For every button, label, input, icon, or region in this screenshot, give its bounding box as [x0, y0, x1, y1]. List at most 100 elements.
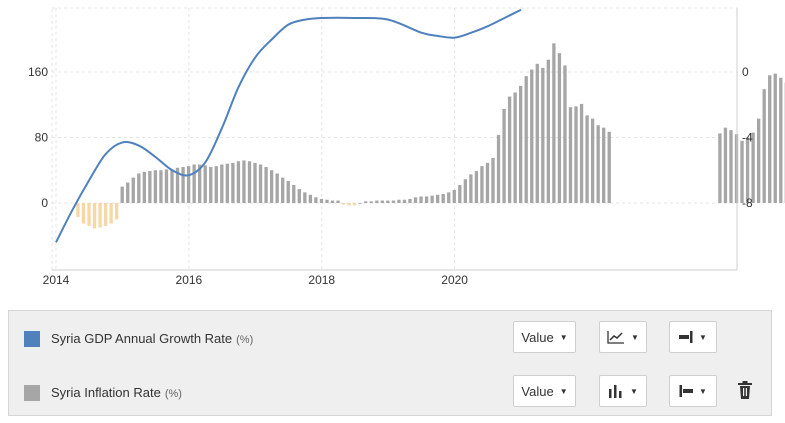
inflation-bar — [103, 203, 108, 226]
inflation-bar — [87, 203, 91, 226]
inflation-bar — [563, 65, 567, 203]
inflation-bar — [281, 177, 285, 203]
inflation-bar — [126, 182, 130, 203]
inflation-bar — [109, 203, 113, 224]
inflation-bar — [198, 164, 202, 203]
axis-dropdown[interactable]: ▼ — [669, 321, 717, 353]
inflation-bar — [358, 203, 362, 204]
inflation-bar — [419, 196, 423, 203]
inflation-bar — [519, 85, 523, 203]
inflation-bar — [153, 170, 158, 203]
delete-series-button[interactable] — [737, 381, 755, 401]
inflation-bar — [319, 198, 324, 203]
inflation-bar — [469, 174, 473, 203]
inflation-bar — [590, 118, 595, 203]
right-tick-label: -4 — [742, 131, 753, 145]
inflation-bar — [718, 133, 722, 203]
axis-dropdown[interactable]: ▼ — [669, 375, 717, 407]
value-dropdown[interactable]: Value ▼ — [513, 375, 576, 407]
chart-gridlines — [51, 7, 738, 271]
inflation-bar — [192, 164, 196, 203]
inflation-bar — [391, 200, 396, 203]
inflation-bar — [496, 135, 501, 203]
gdp-line — [55, 8, 522, 243]
inflation-bar — [408, 198, 412, 203]
inflation-bar — [115, 203, 119, 220]
left-tick-label: 80 — [35, 131, 49, 145]
inflation-bar — [435, 194, 440, 203]
series-color-swatch[interactable] — [24, 385, 40, 401]
inflation-bar — [364, 201, 368, 203]
inflation-bar — [253, 162, 257, 203]
inflation-bar — [513, 92, 517, 203]
series-label: Syria GDP Annual Growth Rate (%) — [51, 331, 253, 346]
inflation-bar — [76, 203, 80, 217]
inflation-bar — [131, 177, 135, 203]
x-tick-label: 2020 — [441, 273, 468, 287]
inflation-bar — [181, 166, 185, 203]
caret-down-icon: ▼ — [631, 332, 639, 342]
chart-type-dropdown[interactable]: ▼ — [599, 321, 647, 353]
inflation-bar — [463, 179, 467, 203]
caret-down-icon: ▼ — [559, 386, 568, 396]
chart-type-dropdown[interactable]: ▼ — [599, 375, 647, 407]
inflation-bar — [485, 162, 490, 203]
inflation-bar — [441, 193, 445, 203]
inflation-bar — [369, 201, 373, 203]
inflation-bar — [203, 165, 207, 203]
inflation-bar — [214, 166, 218, 203]
series-color-swatch[interactable] — [24, 331, 40, 347]
line-chart-icon — [607, 331, 625, 344]
inflation-bar — [120, 186, 124, 203]
inflation-bar — [148, 171, 152, 203]
x-tick-label: 2014 — [43, 273, 70, 287]
inflation-bar — [768, 75, 772, 203]
legend-panel: Syria GDP Annual Growth Rate (%) Value ▼ ▼… — [8, 310, 772, 416]
inflation-bar — [745, 137, 750, 203]
series-label: Syria Inflation Rate (%) — [51, 385, 182, 400]
series-name: Syria GDP Annual Growth Rate — [51, 331, 233, 346]
inflation-bar — [164, 169, 169, 203]
caret-down-icon: ▼ — [630, 386, 638, 396]
inflation-bar — [264, 166, 268, 203]
inflation-bar — [81, 203, 86, 224]
axis-right-icon — [679, 331, 693, 343]
inflation-bar — [458, 184, 462, 203]
caret-down-icon: ▼ — [699, 386, 707, 396]
inflation-bar — [209, 166, 213, 203]
inflation-bar — [352, 203, 357, 206]
inflation-bar — [751, 132, 755, 203]
inflation-bar — [402, 199, 407, 203]
inflation-bar — [535, 63, 539, 203]
inflation-bar — [303, 192, 307, 203]
inflation-bar — [341, 203, 346, 205]
inflation-bar — [546, 59, 551, 203]
inflation-bar — [524, 76, 528, 203]
inflation-bar — [286, 180, 290, 203]
inflation-bar — [773, 73, 777, 203]
inflation-bar — [596, 125, 600, 203]
axis-left-icon — [679, 385, 694, 397]
trash-icon — [738, 381, 752, 399]
series-unit: (%) — [236, 334, 254, 346]
inflation-bar — [397, 199, 401, 203]
inflation-bar — [779, 77, 783, 203]
inflation-bar — [330, 200, 335, 203]
right-tick-label: 0 — [742, 65, 749, 79]
inflation-bar — [729, 130, 733, 203]
inflation-bar — [413, 197, 418, 203]
caret-down-icon: ▼ — [559, 332, 568, 342]
series-name: Syria Inflation Rate — [51, 385, 161, 400]
inflation-bar — [541, 67, 545, 203]
inflation-bar — [258, 164, 263, 203]
inflation-bar — [236, 161, 241, 203]
inflation-bars — [76, 43, 785, 229]
legend-row-inflation: Syria Inflation Rate (%) Value ▼ ▼ ▼ — [9, 375, 771, 411]
inflation-bar — [723, 127, 728, 203]
inflation-bar — [762, 89, 766, 203]
inflation-bar — [568, 107, 573, 203]
value-dropdown[interactable]: Value ▼ — [513, 321, 576, 353]
left-tick-label: 0 — [41, 196, 48, 210]
inflation-bar — [430, 195, 434, 203]
inflation-bar — [231, 162, 235, 203]
